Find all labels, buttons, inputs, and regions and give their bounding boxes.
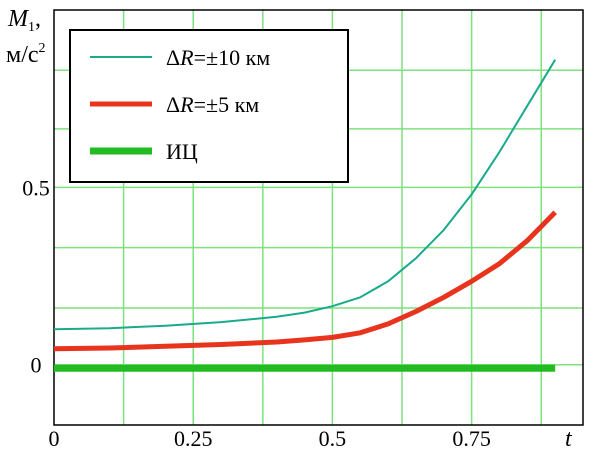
x-tick-label: 0.25	[174, 426, 213, 451]
series-line-1	[53, 210, 557, 352]
y-axis-label: M1,	[7, 6, 41, 35]
legend-label-0: ΔR=±10 км	[166, 45, 270, 70]
series-line-0	[53, 59, 557, 331]
tick-labels: 0 0.25 0.5 0.75 0 0.5	[22, 175, 491, 451]
legend-label-rest: =±5 км	[194, 92, 260, 117]
legend-label-var: R	[179, 45, 194, 70]
x-tick-label: 0.5	[319, 426, 347, 451]
y-axis-var: M	[7, 6, 30, 32]
y-axis-sub: 1	[28, 20, 35, 35]
y-axis-unit: м/с2	[6, 41, 46, 68]
series-lines	[53, 59, 557, 372]
legend-label-2: ИЦ	[166, 139, 198, 164]
y-axis-unit-text: м/с	[6, 42, 39, 68]
y-tick-label: 0.5	[22, 175, 50, 200]
plot-frame	[53, 9, 584, 426]
x-tick-label: 0.75	[452, 426, 491, 451]
y-tick-label: 0	[31, 353, 42, 378]
y-axis-comma: ,	[35, 6, 41, 32]
legend-label-rest: ИЦ	[166, 139, 198, 164]
legend-label-prefix: Δ	[166, 92, 180, 117]
x-tick-label: 0	[49, 426, 60, 451]
legend-label-prefix: Δ	[166, 45, 180, 70]
x-axis-label: t	[565, 426, 573, 452]
legend-label-rest: =±10 км	[194, 45, 271, 70]
legend-label-var: R	[179, 92, 194, 117]
legend-label-1: ΔR=±5 км	[166, 92, 259, 117]
y-axis-unit-exp: 2	[39, 41, 46, 56]
